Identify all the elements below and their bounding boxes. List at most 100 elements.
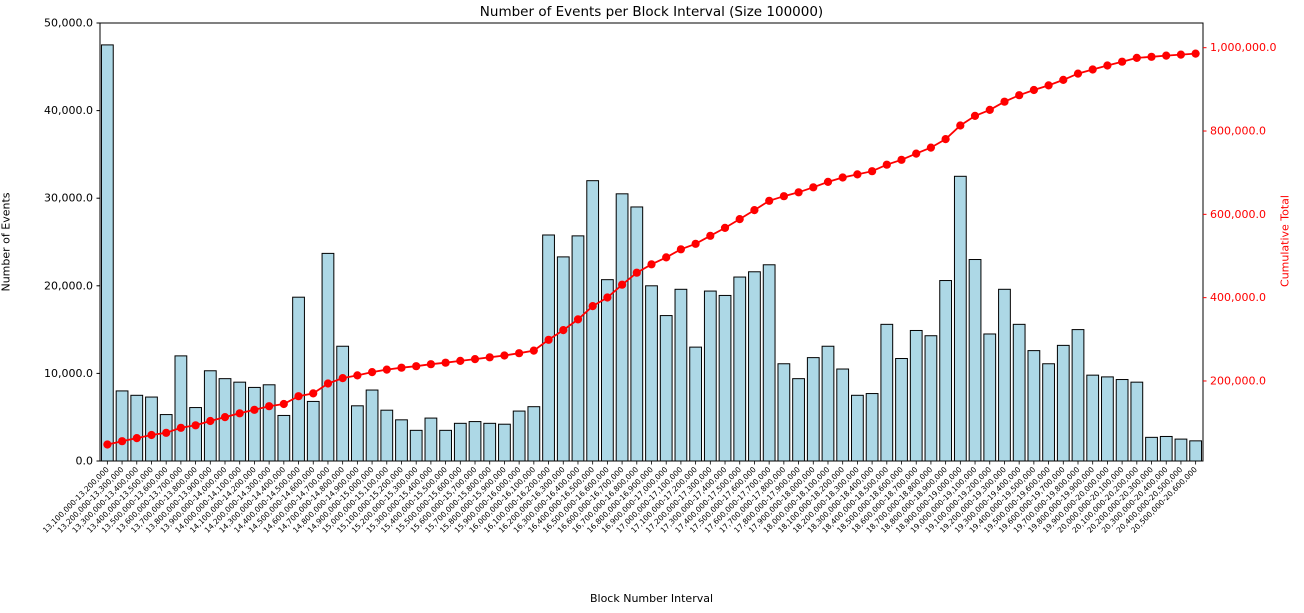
bar — [453, 422, 467, 462]
right-tick-label: 200,000.0 — [1210, 374, 1266, 387]
bar — [806, 357, 820, 462]
bar — [1189, 440, 1203, 462]
bar — [159, 414, 173, 462]
bar — [262, 384, 276, 462]
bar — [836, 368, 850, 462]
line-marker — [485, 353, 494, 362]
bar — [998, 288, 1011, 462]
bar — [586, 180, 600, 462]
bar — [748, 271, 761, 462]
line-marker — [279, 399, 288, 409]
line-marker — [838, 173, 847, 182]
line-marker — [515, 349, 524, 358]
bar — [115, 390, 129, 462]
bar — [409, 429, 423, 462]
bar — [1159, 435, 1173, 462]
bar — [203, 370, 217, 462]
line-marker — [941, 135, 950, 144]
bar — [659, 315, 673, 462]
left-tick-label: 50,000.0 — [44, 17, 93, 30]
bar — [821, 345, 835, 462]
left-tick-label: 0.0 — [76, 455, 94, 468]
bar — [1086, 374, 1100, 462]
line-marker — [882, 160, 891, 169]
y-axis-right-label: Cumulative Total — [1278, 195, 1292, 287]
bar — [321, 252, 335, 462]
line-marker — [1015, 91, 1024, 100]
bar — [880, 323, 894, 462]
line-marker — [720, 223, 730, 232]
line-marker — [794, 188, 803, 197]
left-tick-label: 30,000.0 — [44, 192, 93, 205]
line-marker — [147, 430, 156, 440]
line-marker — [647, 260, 656, 269]
line-marker — [1147, 52, 1156, 61]
line-marker — [338, 374, 347, 383]
line-marker — [676, 245, 686, 254]
line-marker — [765, 196, 774, 205]
line-marker — [618, 280, 627, 289]
line-marker — [544, 335, 553, 344]
bar — [130, 394, 144, 462]
right-tick-label: 400,000.0 — [1210, 291, 1266, 304]
bar — [233, 381, 247, 462]
bar — [306, 400, 320, 462]
line-marker — [985, 105, 994, 114]
right-tick-label: 800,000.0 — [1210, 125, 1266, 138]
bar — [336, 345, 350, 462]
bar — [424, 417, 438, 462]
line-marker — [970, 111, 980, 120]
line-marker — [118, 437, 127, 446]
bar — [865, 393, 879, 462]
line-marker — [912, 149, 921, 158]
bar — [100, 44, 114, 462]
bar — [277, 414, 291, 462]
bar — [1071, 329, 1085, 462]
bar — [1056, 344, 1070, 462]
line-marker — [426, 360, 435, 369]
left-tick-label: 20,000.0 — [44, 279, 93, 292]
line-marker — [220, 413, 230, 422]
line-marker — [309, 389, 318, 398]
line-marker — [162, 428, 171, 437]
bar — [248, 386, 261, 462]
line-marker — [706, 231, 715, 240]
bar — [968, 259, 982, 462]
line-marker — [397, 363, 406, 372]
bar — [350, 405, 364, 462]
line-marker — [1029, 85, 1038, 95]
line-marker — [132, 434, 141, 443]
line-marker — [779, 192, 789, 201]
bar — [983, 333, 997, 462]
line-marker — [1103, 61, 1112, 70]
bar — [527, 406, 541, 462]
bar — [512, 410, 526, 462]
left-tick-label: 40,000.0 — [44, 104, 93, 117]
line-marker — [1176, 50, 1185, 59]
line-marker — [750, 206, 759, 215]
bar — [645, 285, 658, 462]
line-marker — [500, 351, 509, 360]
bar — [1115, 379, 1129, 462]
line-marker — [735, 215, 744, 224]
line-marker — [956, 121, 965, 130]
line-marker — [1000, 97, 1009, 106]
bar — [380, 409, 394, 462]
x-axis-label: Block Number Interval — [589, 592, 714, 605]
line-marker — [897, 155, 906, 164]
line-marker — [250, 405, 259, 414]
line-marker — [632, 268, 641, 277]
bar — [777, 363, 791, 462]
bar — [615, 193, 629, 462]
bar — [953, 175, 967, 462]
bar — [851, 394, 864, 462]
line-marker — [809, 183, 818, 192]
right-tick-label: 600,000.0 — [1210, 208, 1266, 221]
bar — [571, 235, 585, 462]
line-marker — [353, 371, 362, 380]
left-tick-label: 10,000.0 — [44, 367, 93, 380]
bar — [174, 355, 188, 462]
bar — [1027, 350, 1041, 462]
bar — [439, 429, 452, 462]
line-marker — [662, 253, 671, 262]
